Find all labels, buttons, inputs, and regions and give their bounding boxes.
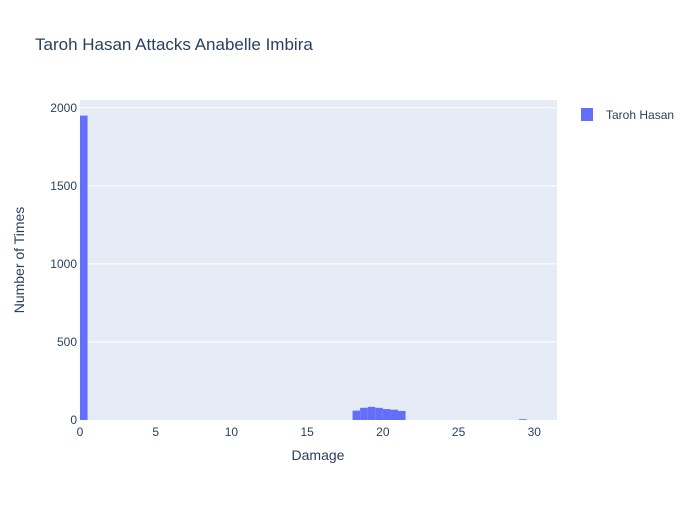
histogram-bar[interactable] (519, 419, 527, 420)
histogram-bar[interactable] (352, 410, 361, 420)
legend-swatch[interactable] (581, 108, 593, 121)
y-tick-label: 2000 (50, 101, 77, 115)
chart-title: Taroh Hasan Attacks Anabelle Imbira (35, 35, 313, 54)
legend-label[interactable]: Taroh Hasan (606, 108, 674, 122)
histogram-bar[interactable] (398, 410, 406, 420)
x-tick-label: 10 (225, 425, 239, 439)
y-tick-label: 0 (70, 413, 77, 427)
x-axis-ticks: 0 5 10 15 20 25 30 (77, 425, 542, 439)
histogram-bar[interactable] (375, 407, 383, 420)
x-tick-label: 30 (528, 425, 542, 439)
y-tick-label: 500 (57, 335, 77, 349)
histogram-bar[interactable] (367, 406, 376, 420)
bars (80, 115, 527, 421)
histogram-bar[interactable] (390, 409, 398, 420)
y-tick-label: 1000 (50, 257, 77, 271)
y-axis-ticks: 0 500 1000 1500 2000 (50, 101, 77, 427)
legend[interactable]: Taroh Hasan (581, 108, 674, 122)
histogram-bar[interactable] (382, 409, 391, 420)
y-tick-label: 1500 (50, 179, 77, 193)
y-axis-label: Number of Times (11, 207, 27, 314)
x-axis-label: Damage (292, 447, 345, 463)
x-tick-label: 25 (452, 425, 466, 439)
histogram-bar[interactable] (360, 407, 368, 420)
histogram-bar[interactable] (80, 115, 88, 421)
x-tick-label: 5 (152, 425, 159, 439)
plot-area (80, 100, 557, 420)
x-tick-label: 20 (376, 425, 390, 439)
x-tick-label: 15 (300, 425, 314, 439)
gridlines (80, 107, 557, 343)
x-tick-label: 0 (77, 425, 84, 439)
